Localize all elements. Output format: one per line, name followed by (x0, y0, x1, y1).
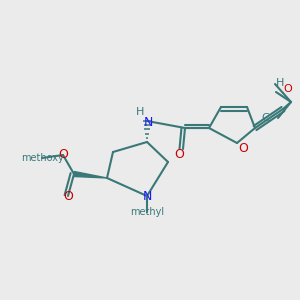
Text: N: N (143, 116, 153, 128)
Text: H: H (136, 107, 144, 117)
Text: methoxy: methoxy (21, 153, 63, 163)
Text: methyl: methyl (130, 207, 164, 217)
Text: O: O (63, 190, 73, 202)
Text: C: C (261, 113, 269, 123)
Text: N: N (142, 190, 152, 202)
Text: O: O (238, 142, 248, 154)
Text: O: O (284, 84, 292, 94)
Polygon shape (74, 172, 107, 178)
Text: O: O (58, 148, 68, 161)
Text: H: H (276, 78, 284, 88)
Text: O: O (174, 148, 184, 161)
